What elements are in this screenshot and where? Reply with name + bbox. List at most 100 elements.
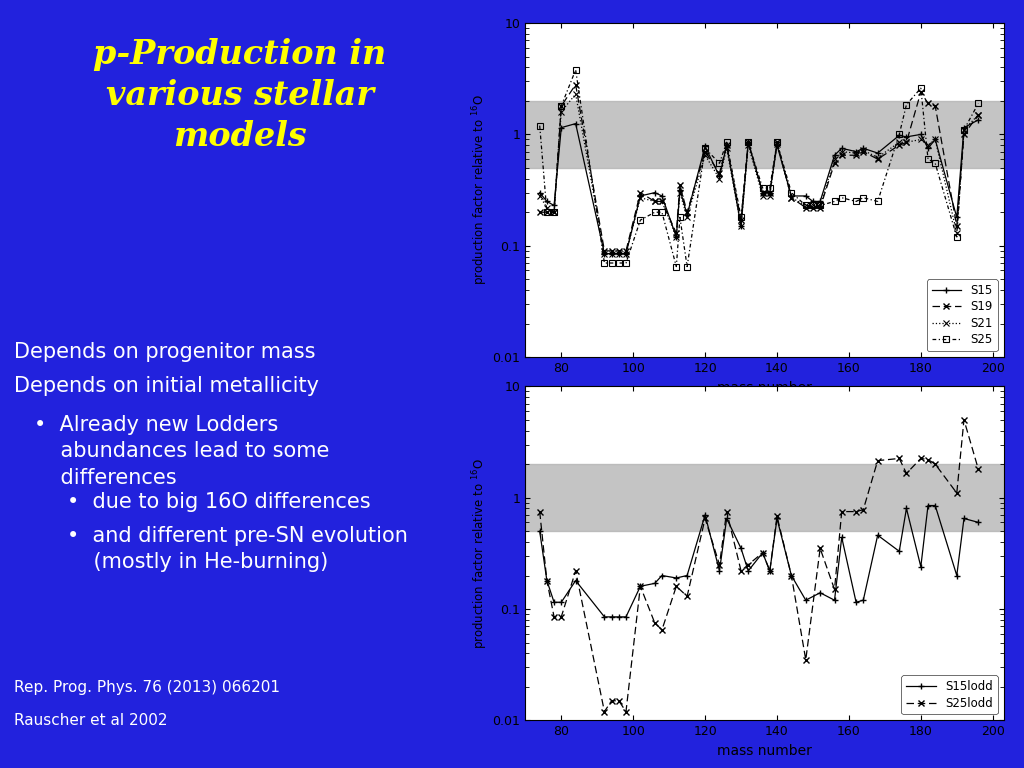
Line: S15lodd: S15lodd (537, 502, 982, 621)
S19 (771, 137, 783, 147)
S19 (893, 141, 905, 150)
S25 (764, 184, 776, 193)
S25 (620, 258, 632, 267)
S25lodd (950, 488, 963, 498)
S15 (828, 151, 841, 160)
S19 (735, 216, 748, 225)
S19 (757, 188, 769, 197)
S15lodd (836, 533, 848, 542)
S15lodd (771, 514, 783, 523)
S25lodd (764, 566, 776, 575)
S15lodd (814, 588, 826, 598)
S15 (555, 123, 567, 132)
S25 (807, 201, 819, 210)
S19 (900, 137, 912, 147)
S15 (670, 233, 682, 242)
S15lodd (950, 571, 963, 580)
S15 (857, 144, 869, 153)
S25 (972, 99, 984, 108)
S21 (674, 188, 686, 197)
S25 (900, 100, 912, 109)
S21 (836, 147, 848, 156)
S15 (900, 132, 912, 141)
S25lodd (828, 584, 841, 594)
S15 (764, 188, 776, 197)
S25 (893, 130, 905, 139)
S25lodd (541, 576, 553, 585)
S25lodd (785, 571, 798, 580)
S25 (699, 144, 712, 153)
S19 (857, 147, 869, 156)
S15 (714, 172, 726, 181)
S15 (541, 197, 553, 206)
S19 (674, 180, 686, 190)
S21 (814, 201, 826, 210)
S25 (871, 197, 884, 206)
S19 (785, 193, 798, 202)
S19 (699, 147, 712, 156)
S25lodd (893, 454, 905, 463)
S21 (541, 203, 553, 212)
S19 (836, 151, 848, 160)
S19 (555, 101, 567, 111)
S25 (541, 207, 553, 217)
S25 (957, 125, 970, 134)
S15lodd (900, 504, 912, 513)
S15 (634, 191, 646, 200)
S19 (828, 159, 841, 168)
S15 (836, 144, 848, 153)
S25 (681, 262, 693, 271)
Text: •  Already new Lodders
    abundances lead to some
    differences: • Already new Lodders abundances lead to… (34, 415, 329, 488)
S19 (814, 203, 826, 212)
S15lodd (893, 547, 905, 556)
S15 (957, 123, 970, 132)
S25lodd (814, 544, 826, 553)
S25 (548, 207, 560, 217)
S15lodd (612, 612, 625, 621)
S15 (807, 197, 819, 206)
S25 (674, 213, 686, 222)
Text: Rep. Prog. Phys. 76 (2013) 066201: Rep. Prog. Phys. 76 (2013) 066201 (14, 680, 281, 695)
S19 (742, 137, 755, 147)
S21 (957, 125, 970, 134)
Legend: S15, S19, S21, S25: S15, S19, S21, S25 (927, 279, 997, 351)
S15 (648, 188, 660, 197)
S19 (714, 168, 726, 177)
S15lodd (620, 612, 632, 621)
S21 (612, 249, 625, 258)
S19 (620, 247, 632, 256)
S25 (612, 258, 625, 267)
X-axis label: mass number: mass number (717, 380, 812, 395)
S15 (721, 141, 733, 150)
Line: S25lodd: S25lodd (537, 416, 982, 715)
S25lodd (850, 507, 862, 516)
S25lodd (922, 455, 934, 464)
S19 (721, 141, 733, 150)
S21 (800, 201, 812, 210)
S25 (569, 65, 582, 74)
S21 (972, 110, 984, 119)
S25 (800, 201, 812, 210)
S15 (800, 191, 812, 200)
S15lodd (598, 612, 610, 621)
S15 (612, 249, 625, 258)
S15 (785, 191, 798, 200)
S25lodd (929, 459, 941, 468)
S15lodd (972, 518, 984, 527)
S15lodd (569, 576, 582, 585)
S25lodd (598, 707, 610, 717)
S21 (699, 151, 712, 160)
S15 (699, 142, 712, 151)
S25 (735, 213, 748, 222)
S15 (620, 249, 632, 258)
S25 (828, 197, 841, 206)
S15lodd (929, 501, 941, 510)
Bar (525, 101, 1004, 168)
S15lodd (800, 596, 812, 605)
S19 (922, 99, 934, 108)
S19 (605, 247, 617, 256)
Text: Depends on initial metallicity: Depends on initial metallicity (14, 376, 319, 396)
S15 (681, 210, 693, 220)
S21 (893, 137, 905, 147)
S21 (757, 191, 769, 200)
